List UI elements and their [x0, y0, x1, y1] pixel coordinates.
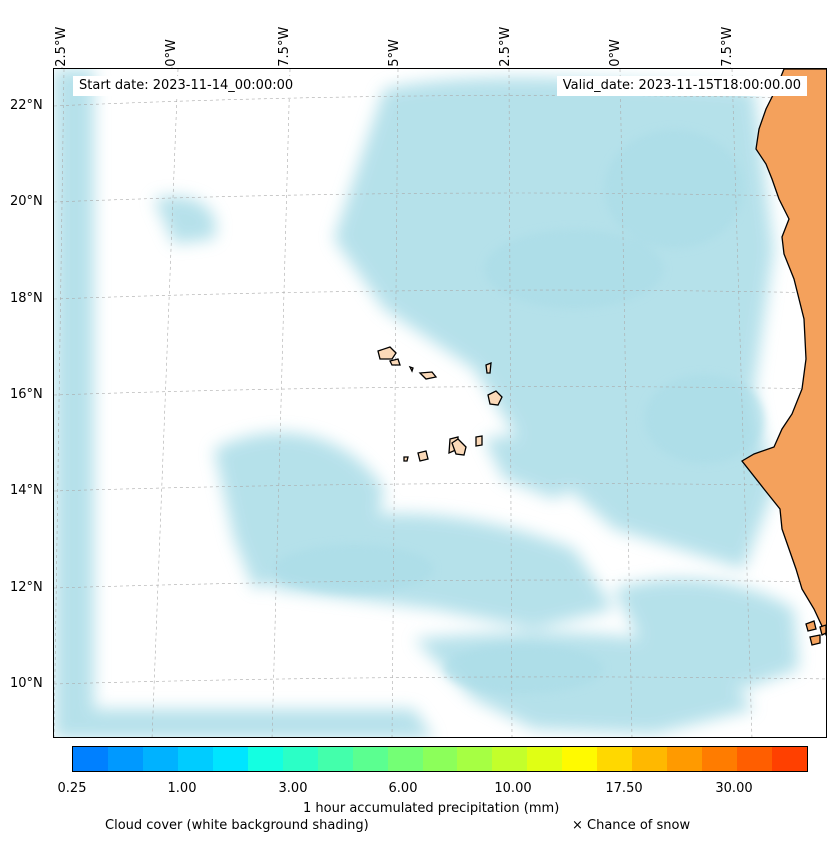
colorbar-segment: [282, 747, 318, 771]
colorbar-tick: 10.00: [494, 781, 532, 796]
map-canvas: [54, 69, 826, 737]
colorbar-segment: [702, 747, 738, 771]
cape-verde-islands: [377, 346, 503, 462]
start-date-label: Start date: 2023-11-14_00:00:00: [73, 76, 300, 96]
colorbar-segment: [177, 747, 213, 771]
colorbar-segment: [247, 747, 283, 771]
colorbar-segment: [352, 747, 388, 771]
graticule: [54, 69, 826, 737]
colorbar-segment: [317, 747, 353, 771]
colorbar-segment: [107, 747, 143, 771]
colorbar-tick: 30.00: [715, 781, 753, 796]
lat-label-12n: 12°N: [10, 580, 43, 595]
colorbar-tick: 1.00: [167, 781, 197, 796]
colorbar-segment: [597, 747, 633, 771]
cloud-cover-detail: [274, 129, 764, 694]
snow-caption: × Chance of snow: [572, 818, 691, 833]
colorbar-tick: 0.25: [57, 781, 87, 796]
colorbar-segment: [737, 747, 773, 771]
colorbar-segment: [457, 747, 493, 771]
colorbar-segment: [73, 747, 108, 771]
lat-label-10n: 10°N: [10, 676, 43, 691]
lat-label-18n: 18°N: [10, 291, 43, 306]
colorbar-tick: 6.00: [388, 781, 418, 796]
lat-label-16n: 16°N: [10, 387, 43, 402]
map-panel: [53, 68, 827, 738]
lat-label-22n: 22°N: [10, 98, 43, 113]
colorbar-segment: [492, 747, 528, 771]
colorbar-segment: [772, 747, 808, 771]
colorbar-segment: [527, 747, 563, 771]
bissagos-islands: [805, 620, 826, 646]
colorbar-tick: 3.00: [278, 781, 308, 796]
valid-date-label: Valid_date: 2023-11-15T18:00:00.00: [556, 76, 807, 96]
africa-mainland: [741, 69, 826, 637]
precipitation-colorbar: [72, 746, 808, 772]
colorbar-tick: 17.50: [605, 781, 643, 796]
colorbar-segment: [142, 747, 178, 771]
colorbar-segment: [632, 747, 668, 771]
colorbar-segment: [422, 747, 458, 771]
cloud-cover-caption: Cloud cover (white background shading): [105, 818, 369, 833]
lat-label-20n: 20°N: [10, 194, 43, 209]
colorbar-segment: [387, 747, 423, 771]
colorbar-label: 1 hour accumulated precipitation (mm): [303, 801, 560, 816]
colorbar-segment: [667, 747, 703, 771]
colorbar-segment: [562, 747, 598, 771]
colorbar-segment: [212, 747, 248, 771]
lat-label-14n: 14°N: [10, 483, 43, 498]
